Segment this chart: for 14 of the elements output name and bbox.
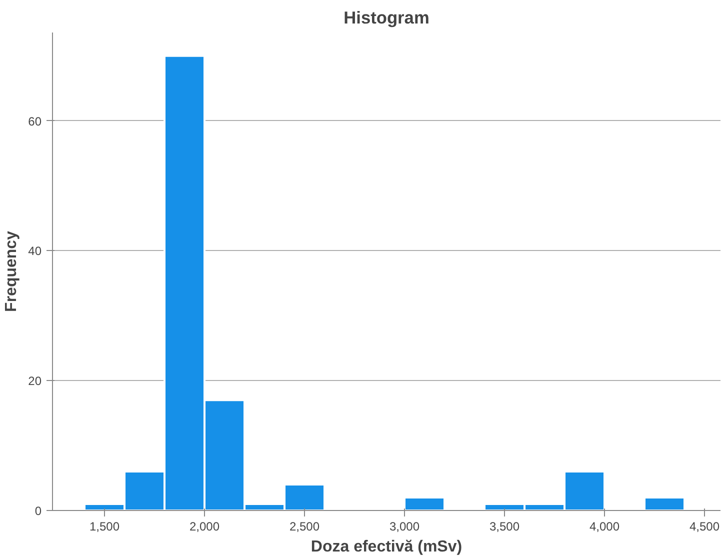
x-tick-label: 2,000 — [189, 520, 220, 534]
x-tick-label: 3,000 — [389, 520, 420, 534]
x-axis-title: Doza efectivă (mSv) — [310, 538, 462, 556]
chart-title: Histogram — [344, 8, 430, 28]
y-tick-label: 60 — [28, 114, 42, 128]
x-tick-label: 3,500 — [489, 520, 520, 534]
y-axis-title: Frequency — [3, 230, 20, 312]
y-tick-label: 40 — [28, 244, 42, 258]
y-tick-label: 0 — [34, 504, 42, 518]
x-tick-label: 2,500 — [289, 520, 320, 534]
x-tick-label: 1,500 — [89, 520, 120, 534]
y-tick-label: 20 — [28, 374, 42, 388]
x-tick-label: 4,500 — [689, 520, 720, 534]
x-tick-label: 4,000 — [589, 520, 620, 534]
